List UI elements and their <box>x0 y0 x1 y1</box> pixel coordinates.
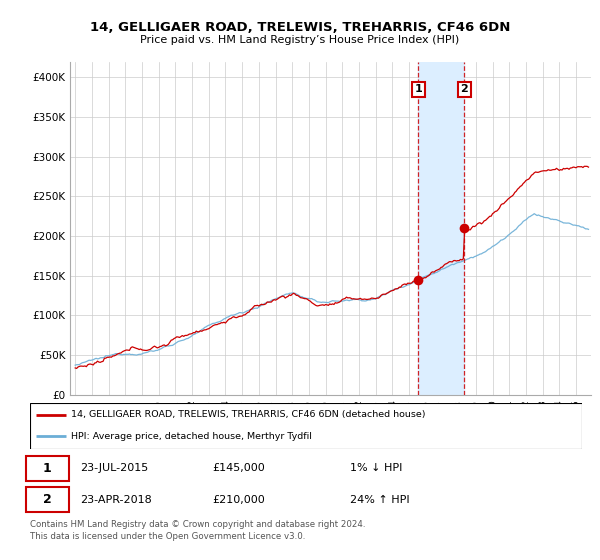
Text: Price paid vs. HM Land Registry’s House Price Index (HPI): Price paid vs. HM Land Registry’s House … <box>140 35 460 45</box>
FancyBboxPatch shape <box>26 456 68 480</box>
Text: 23-JUL-2015: 23-JUL-2015 <box>80 463 148 473</box>
Text: 1% ↓ HPI: 1% ↓ HPI <box>350 463 403 473</box>
Text: 1: 1 <box>43 461 52 475</box>
Text: £210,000: £210,000 <box>212 494 265 505</box>
Text: This data is licensed under the Open Government Licence v3.0.: This data is licensed under the Open Gov… <box>30 532 305 541</box>
Text: 2: 2 <box>43 493 52 506</box>
Text: 2: 2 <box>460 85 468 95</box>
FancyBboxPatch shape <box>26 487 68 512</box>
Text: 14, GELLIGAER ROAD, TRELEWIS, TREHARRIS, CF46 6DN: 14, GELLIGAER ROAD, TRELEWIS, TREHARRIS,… <box>90 21 510 34</box>
Text: 24% ↑ HPI: 24% ↑ HPI <box>350 494 410 505</box>
Bar <box>418 62 464 395</box>
Text: 1: 1 <box>415 85 422 95</box>
Text: 14, GELLIGAER ROAD, TRELEWIS, TREHARRIS, CF46 6DN (detached house): 14, GELLIGAER ROAD, TRELEWIS, TREHARRIS,… <box>71 410 426 419</box>
Text: £145,000: £145,000 <box>212 463 265 473</box>
Text: Contains HM Land Registry data © Crown copyright and database right 2024.: Contains HM Land Registry data © Crown c… <box>30 520 365 529</box>
Text: HPI: Average price, detached house, Merthyr Tydfil: HPI: Average price, detached house, Mert… <box>71 432 312 441</box>
Text: 23-APR-2018: 23-APR-2018 <box>80 494 151 505</box>
